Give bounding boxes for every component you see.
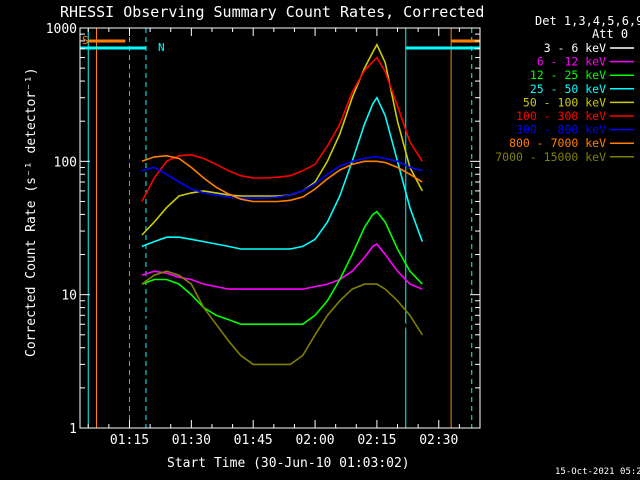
y-tick-label: 100 [54,155,77,170]
x-axis-label: Start Time (30-Jun-10 01:03:02) [167,456,410,471]
legend-label: 300 - 800 keV [516,123,606,137]
legend-label: 3 - 6 keV [544,41,606,55]
legend-label: 25 - 50 keV [530,82,606,96]
series-line-3 [141,96,424,250]
plot-frame [79,27,481,429]
series-line-2 [141,210,423,326]
x-tick-label: 02:30 [419,433,458,448]
x-axis: 01:15 01:30 01:45 02:00 02:15 02:30 [87,28,481,448]
legend-title: Det 1,3,4,5,6,9, [535,14,640,28]
series-line-1 [141,242,423,290]
s-annotation: S [82,34,89,47]
series-line-6 [141,156,423,199]
n-annotation: N [158,41,165,54]
x-tick-label: 02:00 [295,433,334,448]
legend-label: 12 - 25 keV [530,68,606,82]
x-tick-label: 01:45 [234,433,273,448]
legend-label: 800 - 7000 keV [509,136,606,150]
series-line-7 [141,154,423,203]
legend-label: 6 - 12 keV [537,55,606,69]
footer-date: 15-Oct-2021 05:25 [555,467,640,477]
x-tick-label: 02:15 [357,433,396,448]
legend-label: 7000 - 15000 keV [495,150,606,164]
x-tick-label: 01:30 [172,433,211,448]
legend-label: 50 - 100 keV [523,95,606,109]
legend-subtitle: Att 0 [592,27,628,41]
plot-area [79,27,481,429]
y-tick-label: 1000 [46,22,77,37]
y-tick-label: 10 [61,289,77,304]
x-tick-label: 01:15 [110,433,149,448]
series-line-8 [141,270,423,366]
series-line-5 [141,56,423,202]
y-axis: 1 10 100 1000 [46,22,480,437]
y-axis-label: Corrected Count Rate (s⁻¹ detector⁻¹) [24,67,39,357]
y-tick-label: 1 [69,422,77,437]
chart-title: RHESSI Observing Summary Count Rates, Co… [60,3,484,21]
legend-label: 100 - 300 keV [516,109,606,123]
